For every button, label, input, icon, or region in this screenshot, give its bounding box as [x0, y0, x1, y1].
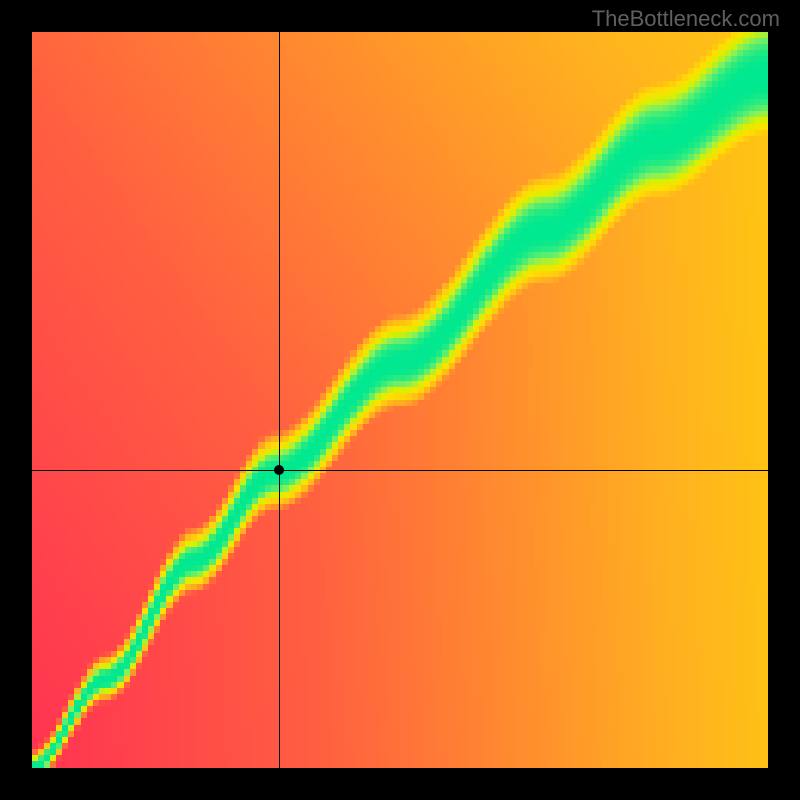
- heatmap-plot-area: [32, 32, 768, 768]
- crosshair-marker-dot: [274, 465, 284, 475]
- crosshair-vertical-line: [279, 32, 280, 768]
- heatmap-canvas: [32, 32, 768, 768]
- watermark-text: TheBottleneck.com: [592, 6, 780, 32]
- crosshair-horizontal-line: [32, 470, 768, 471]
